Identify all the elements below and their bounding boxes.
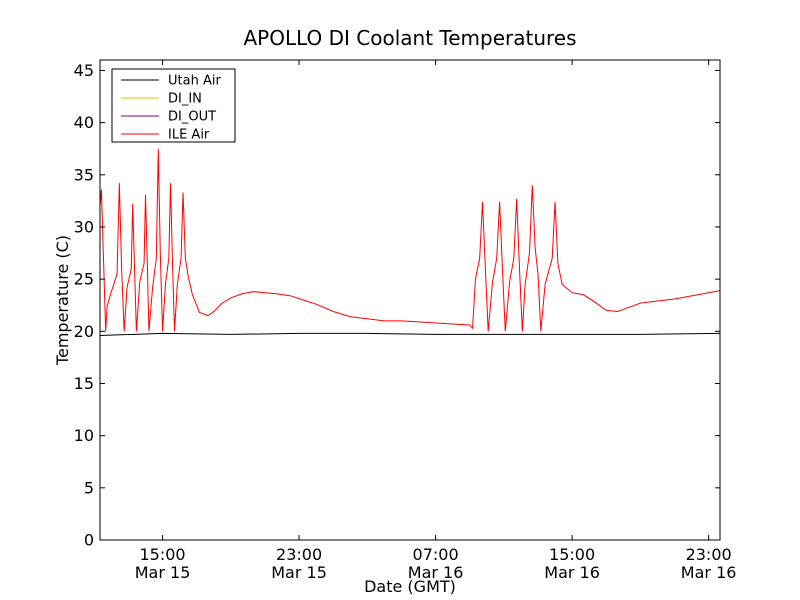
- x-axis-label: Date (GMT): [364, 577, 456, 596]
- y-tick-label-4: 20: [74, 322, 94, 341]
- y-tick-label-8: 40: [74, 113, 94, 132]
- x-tick-date-0: Mar 15: [135, 563, 191, 582]
- y-tick-label-1: 5: [84, 478, 94, 497]
- plot-area: [100, 148, 720, 336]
- x-tick-date-4: Mar 16: [681, 563, 737, 582]
- legend-label-2: DI_OUT: [168, 110, 216, 125]
- y-tick-label-7: 35: [74, 165, 94, 184]
- chart-title: APOLLO DI Coolant Temperatures: [243, 26, 576, 50]
- series-line-0: [100, 332, 720, 336]
- y-tick-label-0: 0: [84, 531, 94, 550]
- y-tick-label-2: 10: [74, 426, 94, 445]
- plot-frame: [99, 59, 721, 541]
- legend-label-1: DI_IN: [168, 92, 202, 107]
- x-tick-time-1: 23:00: [276, 545, 322, 564]
- x-tick-date-3: Mar 16: [544, 563, 600, 582]
- x-tick-time-2: 07:00: [413, 545, 459, 564]
- legend-label-0: Utah Air: [168, 74, 221, 89]
- series-line-3: [100, 148, 720, 332]
- y-axis-label: Temperature (C): [53, 235, 72, 366]
- x-tick-time-0: 15:00: [140, 545, 186, 564]
- x-tick-time-3: 15:00: [549, 545, 595, 564]
- legend-box: [111, 68, 236, 143]
- x-tick-date-2: Mar 16: [408, 563, 464, 582]
- y-tick-label-3: 15: [74, 374, 94, 393]
- y-tick-label-9: 45: [74, 61, 94, 80]
- x-tick-date-1: Mar 15: [271, 563, 327, 582]
- y-tick-label-6: 30: [74, 217, 94, 236]
- y-axis: 0 5 10 15 20 25 30 35 40 45: [74, 61, 720, 550]
- y-tick-label-5: 25: [74, 270, 94, 289]
- legend-label-3: ILE Air: [168, 128, 210, 143]
- x-tick-time-4: 23:00: [686, 545, 732, 564]
- legend: Utah Air DI_IN DI_OUT ILE Air: [111, 68, 236, 143]
